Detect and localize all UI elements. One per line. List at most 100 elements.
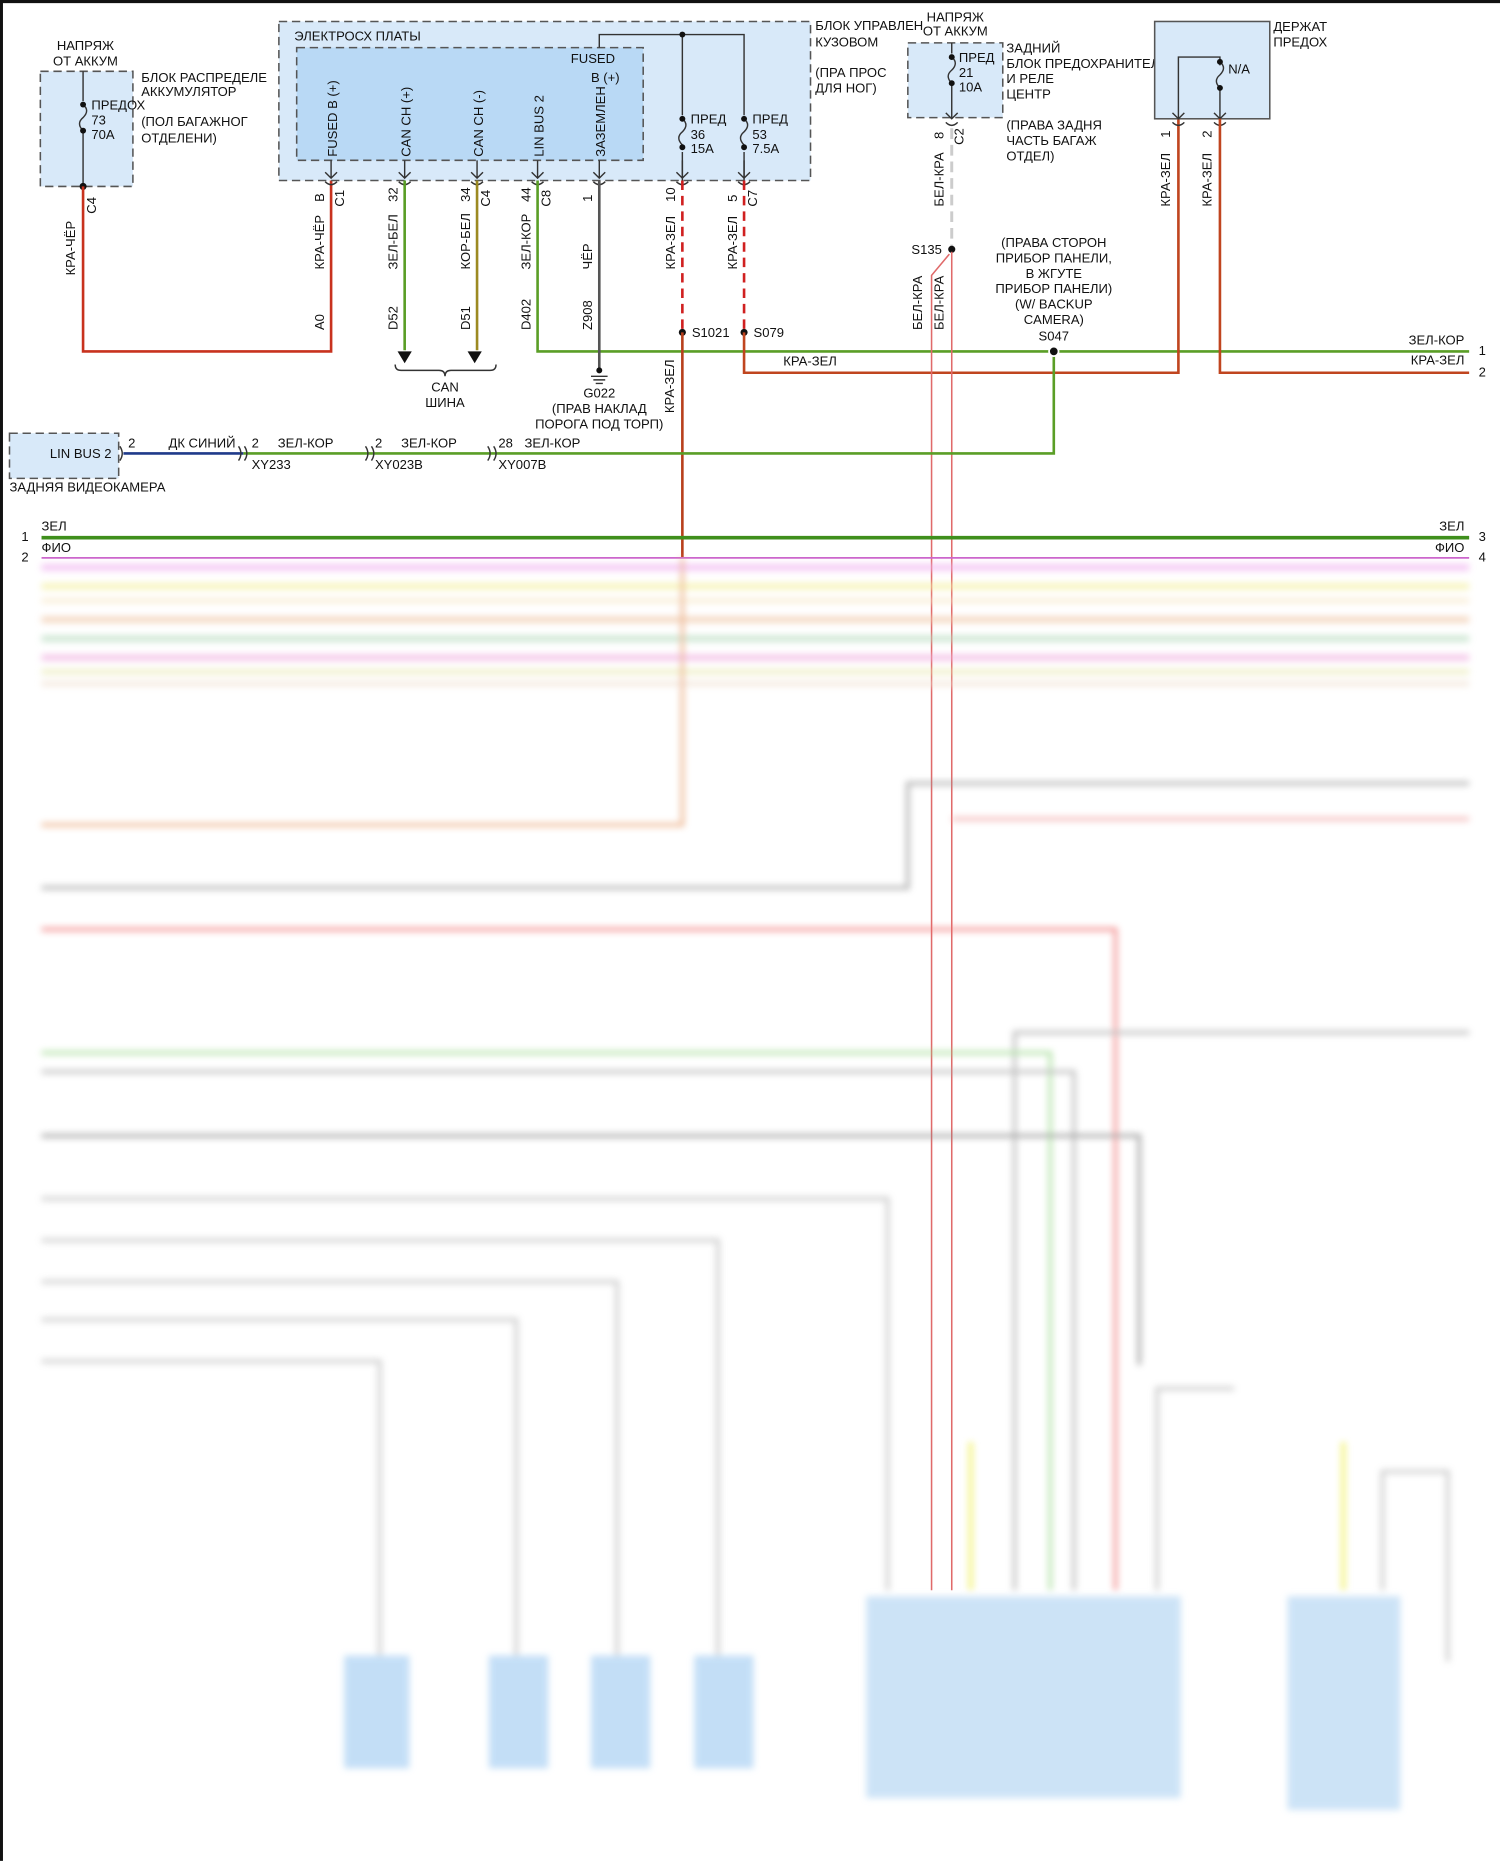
wire-zel-kor-camera (243, 351, 1056, 455)
rear-camera-outline (8, 432, 120, 480)
circuit-id: D52 (386, 306, 401, 330)
ground-location: ПОРОГА ПОД ТОРП) (535, 417, 663, 432)
pin-number: 8 (931, 132, 946, 139)
fuse-rating: 15A (691, 141, 715, 156)
continuation-number: 2 (1479, 364, 1486, 379)
wire-label: КРА-ЗЕЛ (663, 216, 678, 270)
pin-number: 34 (458, 187, 473, 202)
pin-number: 2 (128, 436, 135, 451)
fuse-rating: 10A (959, 79, 983, 94)
fuse-label: N/A (1228, 62, 1250, 77)
pin-number: 10 (663, 187, 678, 202)
fuse-number: 73 (91, 113, 106, 128)
can-label: ШИНА (425, 395, 465, 410)
wire-label: КРА-ЗЕЛ (725, 216, 740, 270)
body-control-module: ЭЛЕКТРОСХ ПЛАТЫ БЛОК УПРАВЛЕН КУЗОВОМ (П… (278, 18, 923, 182)
continuation-number: 4 (1479, 549, 1486, 564)
ground-icon (590, 367, 608, 385)
pin-number: 2 (252, 436, 259, 451)
connector-label: C8 (539, 190, 554, 207)
supply-label: ОТ АККУМ (923, 24, 988, 39)
circuit-id: D51 (458, 306, 473, 330)
block-name: БЛОК ПРЕДОХРАНИТЕЛЕЙ (1006, 56, 1177, 71)
fuse-icon (1215, 61, 1225, 89)
wire-label: КОР-БЕЛ (458, 213, 473, 269)
connector-label: XY233 (252, 457, 291, 472)
wire-optional-dashed (681, 180, 746, 333)
supply-label: НАПРЯЖ (57, 38, 114, 53)
brace (394, 364, 497, 377)
fuse-label: ПРЕД (959, 50, 995, 65)
wire-label: ДК СИНИЙ (169, 436, 236, 451)
splice-location: CAMERA) (1024, 312, 1084, 327)
splice-label: S047 (1039, 329, 1069, 344)
supply-label: ОТ АККУМ (53, 53, 118, 68)
pin-number: 32 (386, 187, 401, 202)
fuse-label: ПРЕД (691, 112, 727, 127)
pin-number: B (312, 193, 327, 202)
connector-label: C2 (952, 128, 967, 145)
wire-label: ЗЕЛ (42, 519, 67, 534)
supply-label: НАПРЯЖ (927, 9, 984, 24)
wire-label: КРА-ЗЕЛ (1411, 352, 1465, 367)
bcm-name: БЛОК УПРАВЛЕН (815, 18, 923, 33)
fused-label: FUSED (571, 51, 615, 66)
fuse-label: ПРЕД (752, 112, 788, 127)
wire-label: ФИО (1435, 540, 1464, 555)
wire-label: ФИО (42, 540, 71, 555)
wire-label: ЗЕЛ-КОР (401, 436, 457, 451)
holder-outline (1153, 20, 1271, 120)
connector-label: XY007B (498, 457, 546, 472)
wire-lin-bus (536, 180, 1470, 353)
ground-id: G022 (583, 386, 615, 401)
splice-location: ПРИБОР ПАНЕЛИ) (995, 281, 1112, 296)
pin-name: LIN BUS 2 (532, 95, 547, 157)
fuse-holder: N/A ДЕРЖАТ ПРЕДОХ 1 2 КРА-ЗЕЛ КРА-ЗЕЛ (1153, 19, 1328, 207)
block-location: ОТДЕЛ) (1006, 148, 1054, 163)
blurred-lower-diagram (41, 557, 1470, 1810)
splice-label: S079 (754, 325, 784, 340)
wire-kra-zel (742, 118, 1180, 375)
block-outline (907, 42, 1004, 119)
connector-label: C7 (745, 190, 760, 207)
block-outline (39, 70, 134, 188)
connector-label: C1 (332, 190, 347, 207)
bcm-location: ДЛЯ НОГ) (815, 81, 876, 96)
fuse-rating: 70A (91, 127, 115, 142)
battery-distribution-block: НАПРЯЖ ОТ АККУМ ПРЕДОХ 73 70A БЛОК РАСПР… (39, 38, 267, 275)
pin-number: 5 (725, 195, 740, 202)
continuation-number: 1 (1479, 343, 1486, 358)
pin-number: 44 (518, 187, 533, 202)
circuit-id: A0 (312, 314, 327, 330)
continuation-number: 2 (21, 549, 28, 564)
pin-name: CAN CH (+) (399, 87, 414, 157)
circuit-id: Z908 (580, 300, 595, 330)
fuse-icon (947, 56, 957, 84)
connector-label: C4 (84, 197, 99, 214)
splice-location: (W/ BACKUP (1015, 297, 1093, 312)
pin-number: 1 (1158, 131, 1173, 138)
continuation-number: 3 (1479, 529, 1486, 544)
wire-label: ЗЕЛ-КОР (525, 436, 581, 451)
wire-label: ЗЕЛ-БЕЛ (386, 214, 401, 269)
bcm-inner-outline (295, 46, 644, 162)
block-name: ЦЕНТР (1006, 87, 1051, 102)
block-name: И РЕЛЕ (1006, 71, 1054, 86)
pin-number: 2 (375, 436, 382, 451)
bcm-location: (ПРА ПРОС (815, 65, 886, 80)
wire-label: ЗЕЛ-КОР (518, 213, 533, 269)
block-name: БЛОК РАСПРЕДЕЛЕ (141, 70, 267, 85)
internal-feed (598, 33, 745, 181)
pin-number: 2 (1200, 131, 1215, 138)
bcm-pins: FUSED B (+) B C1 КРА-ЧЁР A0 CAN CH (+) 32 ЗЕЛ-Б… (312, 80, 760, 330)
wire-kra-cher (81, 180, 333, 353)
wire-kra-zel-out (1218, 118, 1470, 375)
wire-label: КРА-ЗЕЛ (1200, 153, 1215, 207)
connector-label: XY023B (375, 457, 423, 472)
can-label: CAN (431, 380, 459, 395)
wire-label: ЗЕЛ (1439, 519, 1464, 534)
fuse-number: 21 (959, 65, 974, 80)
block-location: ЧАСТЬ БАГАЖ (1006, 133, 1096, 148)
inline-connector-icon (119, 445, 497, 461)
